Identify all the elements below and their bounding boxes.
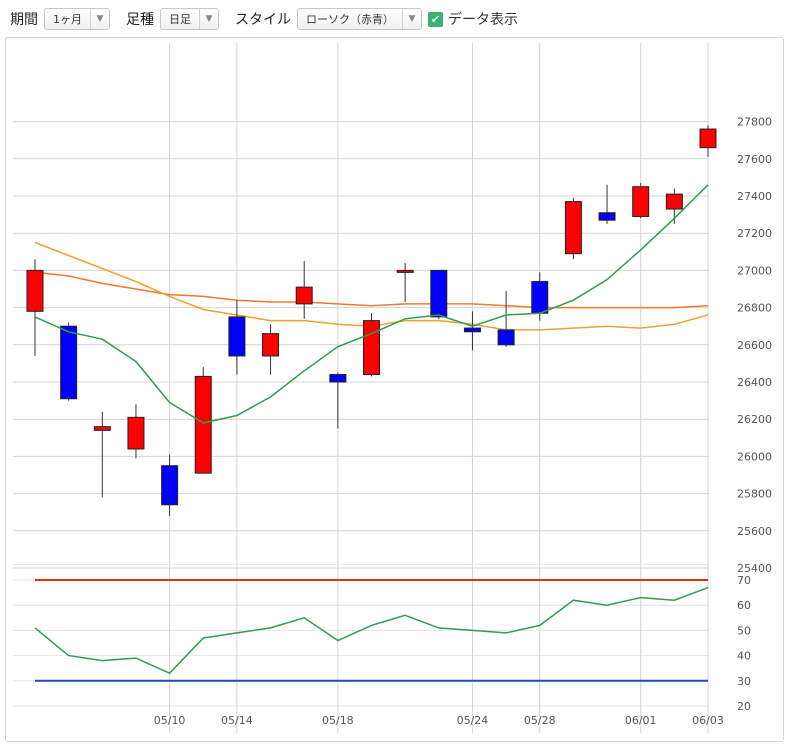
period-select[interactable]: 1ヶ月 ▼ xyxy=(44,8,110,30)
y-tick-label: 27000 xyxy=(737,264,772,277)
up-candle xyxy=(699,128,717,149)
chart-frame: 25400 25600 25800 26000 26200 26400 26600 26800… xyxy=(5,37,784,742)
down-candle xyxy=(228,316,246,357)
x-tick-label: 05/24 xyxy=(457,714,489,727)
up-candle xyxy=(396,269,414,273)
up-candle xyxy=(564,201,582,255)
period-label: 期間 xyxy=(10,12,38,28)
y-tick-label: 26000 xyxy=(737,450,772,463)
candle-type-select-value: 日足 xyxy=(169,13,191,26)
down-candle xyxy=(598,212,616,221)
rsi-y-tick-label: 50 xyxy=(737,624,751,637)
down-candle xyxy=(497,329,515,346)
check-icon: ✔ xyxy=(430,12,441,26)
x-tick-label: 05/14 xyxy=(221,714,253,727)
style-select[interactable]: ローソク（赤青） ▼ xyxy=(297,8,422,30)
up-candle xyxy=(632,186,650,217)
x-tick-label: 05/28 xyxy=(524,714,556,727)
down-candle xyxy=(329,374,347,383)
y-tick-label: 27800 xyxy=(737,116,772,129)
period-select-value: 1ヶ月 xyxy=(53,13,82,26)
style-label: スタイル xyxy=(235,12,291,28)
x-tick-label: 05/18 xyxy=(322,714,354,727)
y-tick-label: 26400 xyxy=(737,376,772,389)
y-tick-label: 26200 xyxy=(737,413,772,426)
chart-toolbar: 期間 1ヶ月 ▼ 足種 日足 ▼ スタイル ローソク（赤青） ▼ ✔ データ表示 xyxy=(0,0,800,38)
x-tick-label: 06/01 xyxy=(625,714,657,727)
y-tick-label: 25600 xyxy=(737,525,772,538)
rsi-y-tick-label: 70 xyxy=(737,574,751,587)
y-tick-label: 25400 xyxy=(737,562,772,575)
up-candle xyxy=(363,320,380,376)
data-display-label[interactable]: データ表示 xyxy=(448,12,518,28)
up-candle xyxy=(194,375,212,474)
candle-type-select[interactable]: 日足 ▼ xyxy=(160,8,219,30)
rsi-y-tick-label: 40 xyxy=(737,650,751,663)
data-display-checkbox[interactable]: ✔ xyxy=(428,11,443,27)
up-candle xyxy=(295,286,313,305)
rsi-y-tick-label: 30 xyxy=(737,675,751,688)
down-candle xyxy=(60,325,78,400)
stock-chart[interactable]: 25400 25600 25800 26000 26200 26400 26600 26800… xyxy=(6,38,783,741)
chevron-down-icon: ▼ xyxy=(402,9,421,29)
x-tick-label: 05/10 xyxy=(154,714,186,727)
up-candle xyxy=(26,269,44,312)
rsi-y-tick-label: 60 xyxy=(737,599,751,612)
style-select-value: ローソク（赤青） xyxy=(306,13,394,26)
up-candle xyxy=(262,333,280,357)
y-tick-label: 25800 xyxy=(737,488,772,501)
y-tick-label: 27400 xyxy=(737,190,772,203)
down-candle xyxy=(463,327,481,333)
x-tick-label: 06/03 xyxy=(692,714,724,727)
chevron-down-icon: ▼ xyxy=(199,9,218,29)
candle-type-label: 足種 xyxy=(126,12,154,28)
ma-short-line xyxy=(34,184,709,424)
y-tick-label: 27600 xyxy=(737,153,772,166)
up-candle xyxy=(127,416,145,450)
y-tick-label: 27200 xyxy=(737,227,772,240)
chevron-down-icon: ▼ xyxy=(90,9,109,29)
rsi-line xyxy=(34,586,709,675)
down-candle xyxy=(531,281,549,314)
ma-long-line xyxy=(34,271,709,309)
y-tick-label: 26600 xyxy=(737,339,772,352)
up-candle xyxy=(93,426,111,431)
down-candle xyxy=(430,269,448,318)
y-tick-label: 26800 xyxy=(737,302,772,315)
up-candle xyxy=(665,193,683,210)
rsi-y-tick-label: 20 xyxy=(737,700,751,713)
down-candle xyxy=(161,465,179,506)
